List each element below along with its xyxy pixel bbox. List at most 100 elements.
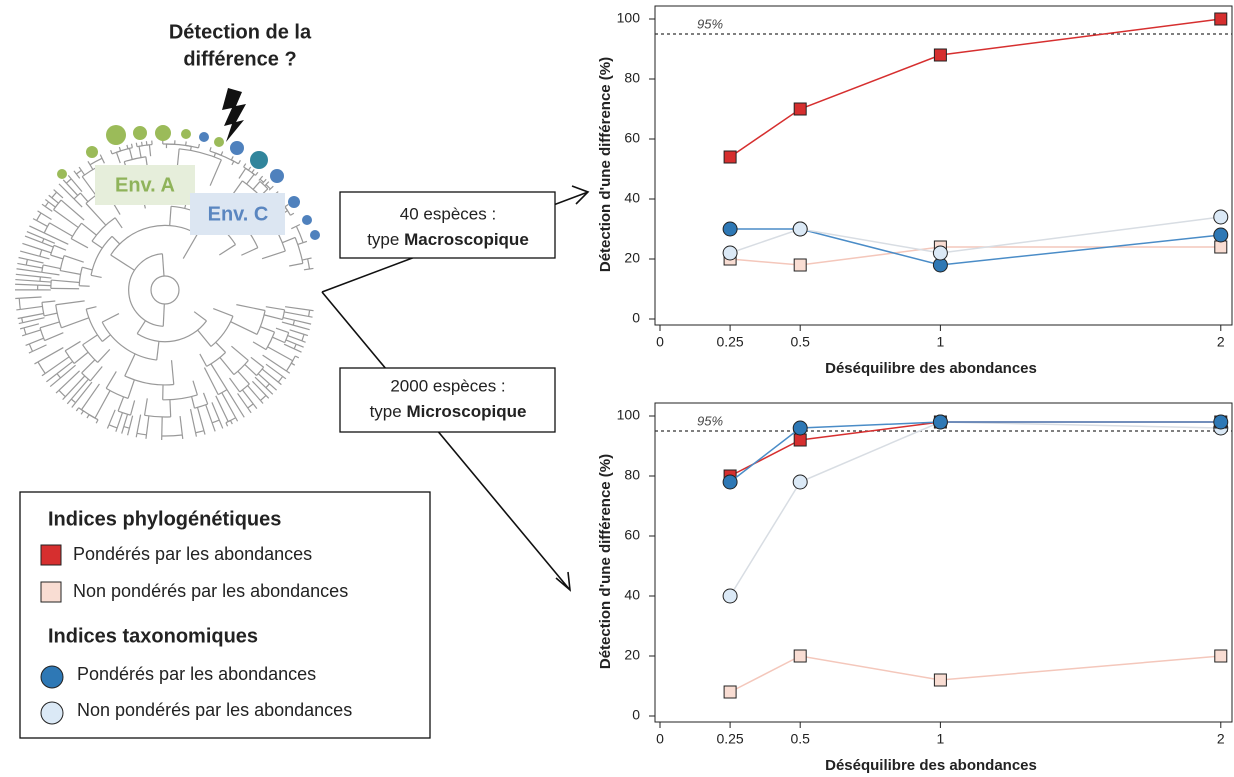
- x-axis-title: Déséquilibre des abondances: [825, 360, 1037, 377]
- tree-branch: [230, 321, 258, 335]
- tree-branch: [270, 185, 274, 190]
- tree-branch: [65, 182, 79, 196]
- tree-branch: [20, 305, 43, 311]
- scenario-prefix: type: [367, 230, 399, 249]
- tree-branch: [145, 434, 148, 439]
- tree-branch: [291, 225, 297, 230]
- legend-marker: [40, 701, 64, 725]
- tree-branch: [41, 238, 45, 243]
- tree-branch: [254, 171, 259, 176]
- tree-branch: [263, 314, 283, 321]
- data-point: [932, 414, 948, 430]
- abundance-dot: [302, 215, 312, 225]
- tree-branch: [247, 403, 254, 409]
- tree-branch: [66, 398, 72, 405]
- scenario-type: Macroscopique: [404, 230, 529, 249]
- tree-branch: [73, 192, 81, 200]
- abundance-dot: [106, 125, 126, 145]
- tree-branch: [81, 359, 96, 374]
- tree-branch: [81, 383, 100, 410]
- tree-branch: [17, 262, 27, 266]
- y-tick-label: 80: [624, 70, 640, 86]
- tree-branch: [127, 147, 133, 150]
- tree-branch: [105, 387, 129, 400]
- tree-branch: [256, 310, 266, 335]
- tree-branch: [16, 268, 42, 273]
- tree-branch: [97, 348, 111, 363]
- series-line: [729, 18, 1221, 158]
- tree-branch: [26, 264, 43, 269]
- tree-branch: [40, 276, 52, 279]
- y-tick-label: 40: [624, 587, 640, 603]
- data-point: [723, 150, 737, 164]
- tree-branch: [18, 298, 21, 310]
- tree-branch: [233, 360, 249, 376]
- tree-branch: [36, 212, 42, 221]
- tree-branch: [43, 238, 56, 244]
- tree-branch: [136, 145, 143, 148]
- tree-branch: [23, 323, 40, 329]
- tree-branch: [42, 242, 54, 248]
- tree-branch: [303, 333, 309, 337]
- tree-branch: [148, 144, 152, 157]
- tree-branch: [124, 375, 174, 386]
- tree-branch: [50, 254, 64, 260]
- data-point: [1214, 649, 1228, 663]
- tree-branch: [265, 306, 285, 311]
- tree-branch: [308, 315, 313, 318]
- tree-branch: [161, 253, 165, 277]
- tree-branch: [89, 157, 103, 166]
- reference-label: 95%: [697, 16, 723, 31]
- y-tick-label: 0: [632, 310, 640, 326]
- tree-branch: [111, 235, 121, 245]
- tree-branch: [203, 430, 206, 435]
- tree-branch: [81, 372, 91, 382]
- tree-branch: [21, 334, 27, 337]
- data-point: [933, 48, 947, 62]
- data-point: [1214, 240, 1228, 254]
- tree-branch: [46, 373, 58, 383]
- tree-branch: [65, 178, 72, 184]
- tree-branch: [85, 203, 107, 226]
- tree-branch: [246, 173, 255, 185]
- tree-branch: [73, 170, 77, 175]
- tree-branch: [123, 426, 130, 429]
- tree-branch: [244, 364, 257, 376]
- data-point: [793, 258, 807, 272]
- tree-branch: [169, 206, 172, 226]
- tree-branch: [261, 250, 286, 260]
- plot-frame: [654, 402, 1233, 723]
- tree-branch: [29, 225, 45, 234]
- tree-branch: [86, 306, 97, 310]
- tree-branch: [277, 376, 284, 383]
- tree-branch: [117, 410, 131, 416]
- tree-branch: [70, 222, 82, 239]
- tree-branch: [281, 321, 294, 326]
- tree-branch: [91, 217, 116, 242]
- tree-branch: [215, 395, 229, 422]
- x-tick-label: 0.25: [716, 334, 743, 350]
- tree-branch: [136, 320, 146, 334]
- y-tick-label: 0: [632, 707, 640, 723]
- tree-branch: [265, 181, 270, 185]
- tree-branch: [41, 302, 45, 317]
- tree-branch: [182, 233, 198, 259]
- legend-marker: [40, 544, 62, 566]
- tree-branch: [230, 156, 234, 161]
- abundance-dot: [214, 137, 224, 147]
- data-point: [1213, 227, 1229, 243]
- tree-branch: [170, 360, 175, 385]
- tree-branch: [78, 166, 82, 171]
- tree-branch: [49, 222, 73, 237]
- tree-branch: [117, 396, 125, 412]
- tree-branch: [108, 424, 118, 429]
- tree-branch: [291, 362, 296, 366]
- data-point: [793, 649, 807, 663]
- tree-branch: [15, 278, 41, 282]
- tree-branch: [124, 156, 146, 163]
- abundance-dot: [250, 151, 268, 169]
- tree-branch: [75, 169, 82, 175]
- tree-branch: [237, 160, 241, 165]
- legend: Pondérés par les abondances Non pondérés …: [40, 544, 352, 725]
- data-point: [933, 673, 947, 687]
